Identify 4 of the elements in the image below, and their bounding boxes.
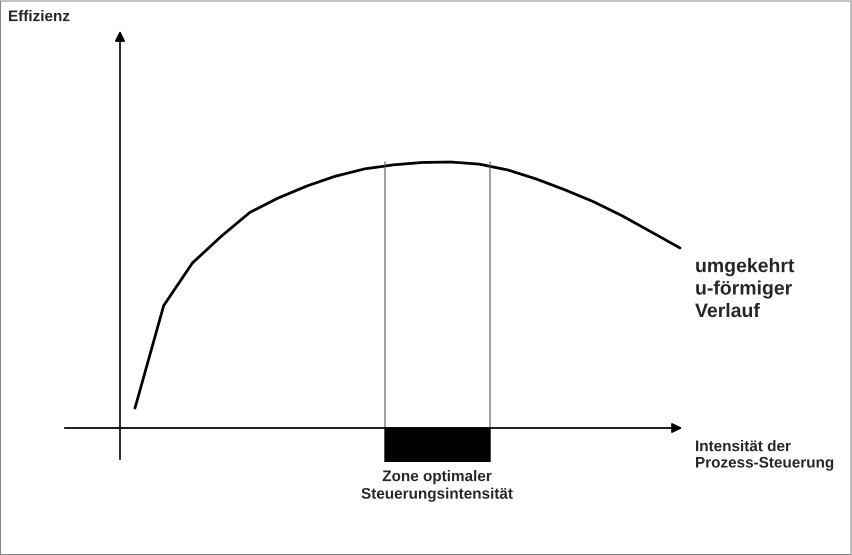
x-axis-title: Intensität der Prozess-Steuerung xyxy=(696,440,834,471)
text: Zone optimaler Steuerungsintensität xyxy=(361,470,513,502)
text: umgekehrt u-förmiger Verlauf xyxy=(695,258,794,318)
text: Effizienz xyxy=(9,10,70,22)
